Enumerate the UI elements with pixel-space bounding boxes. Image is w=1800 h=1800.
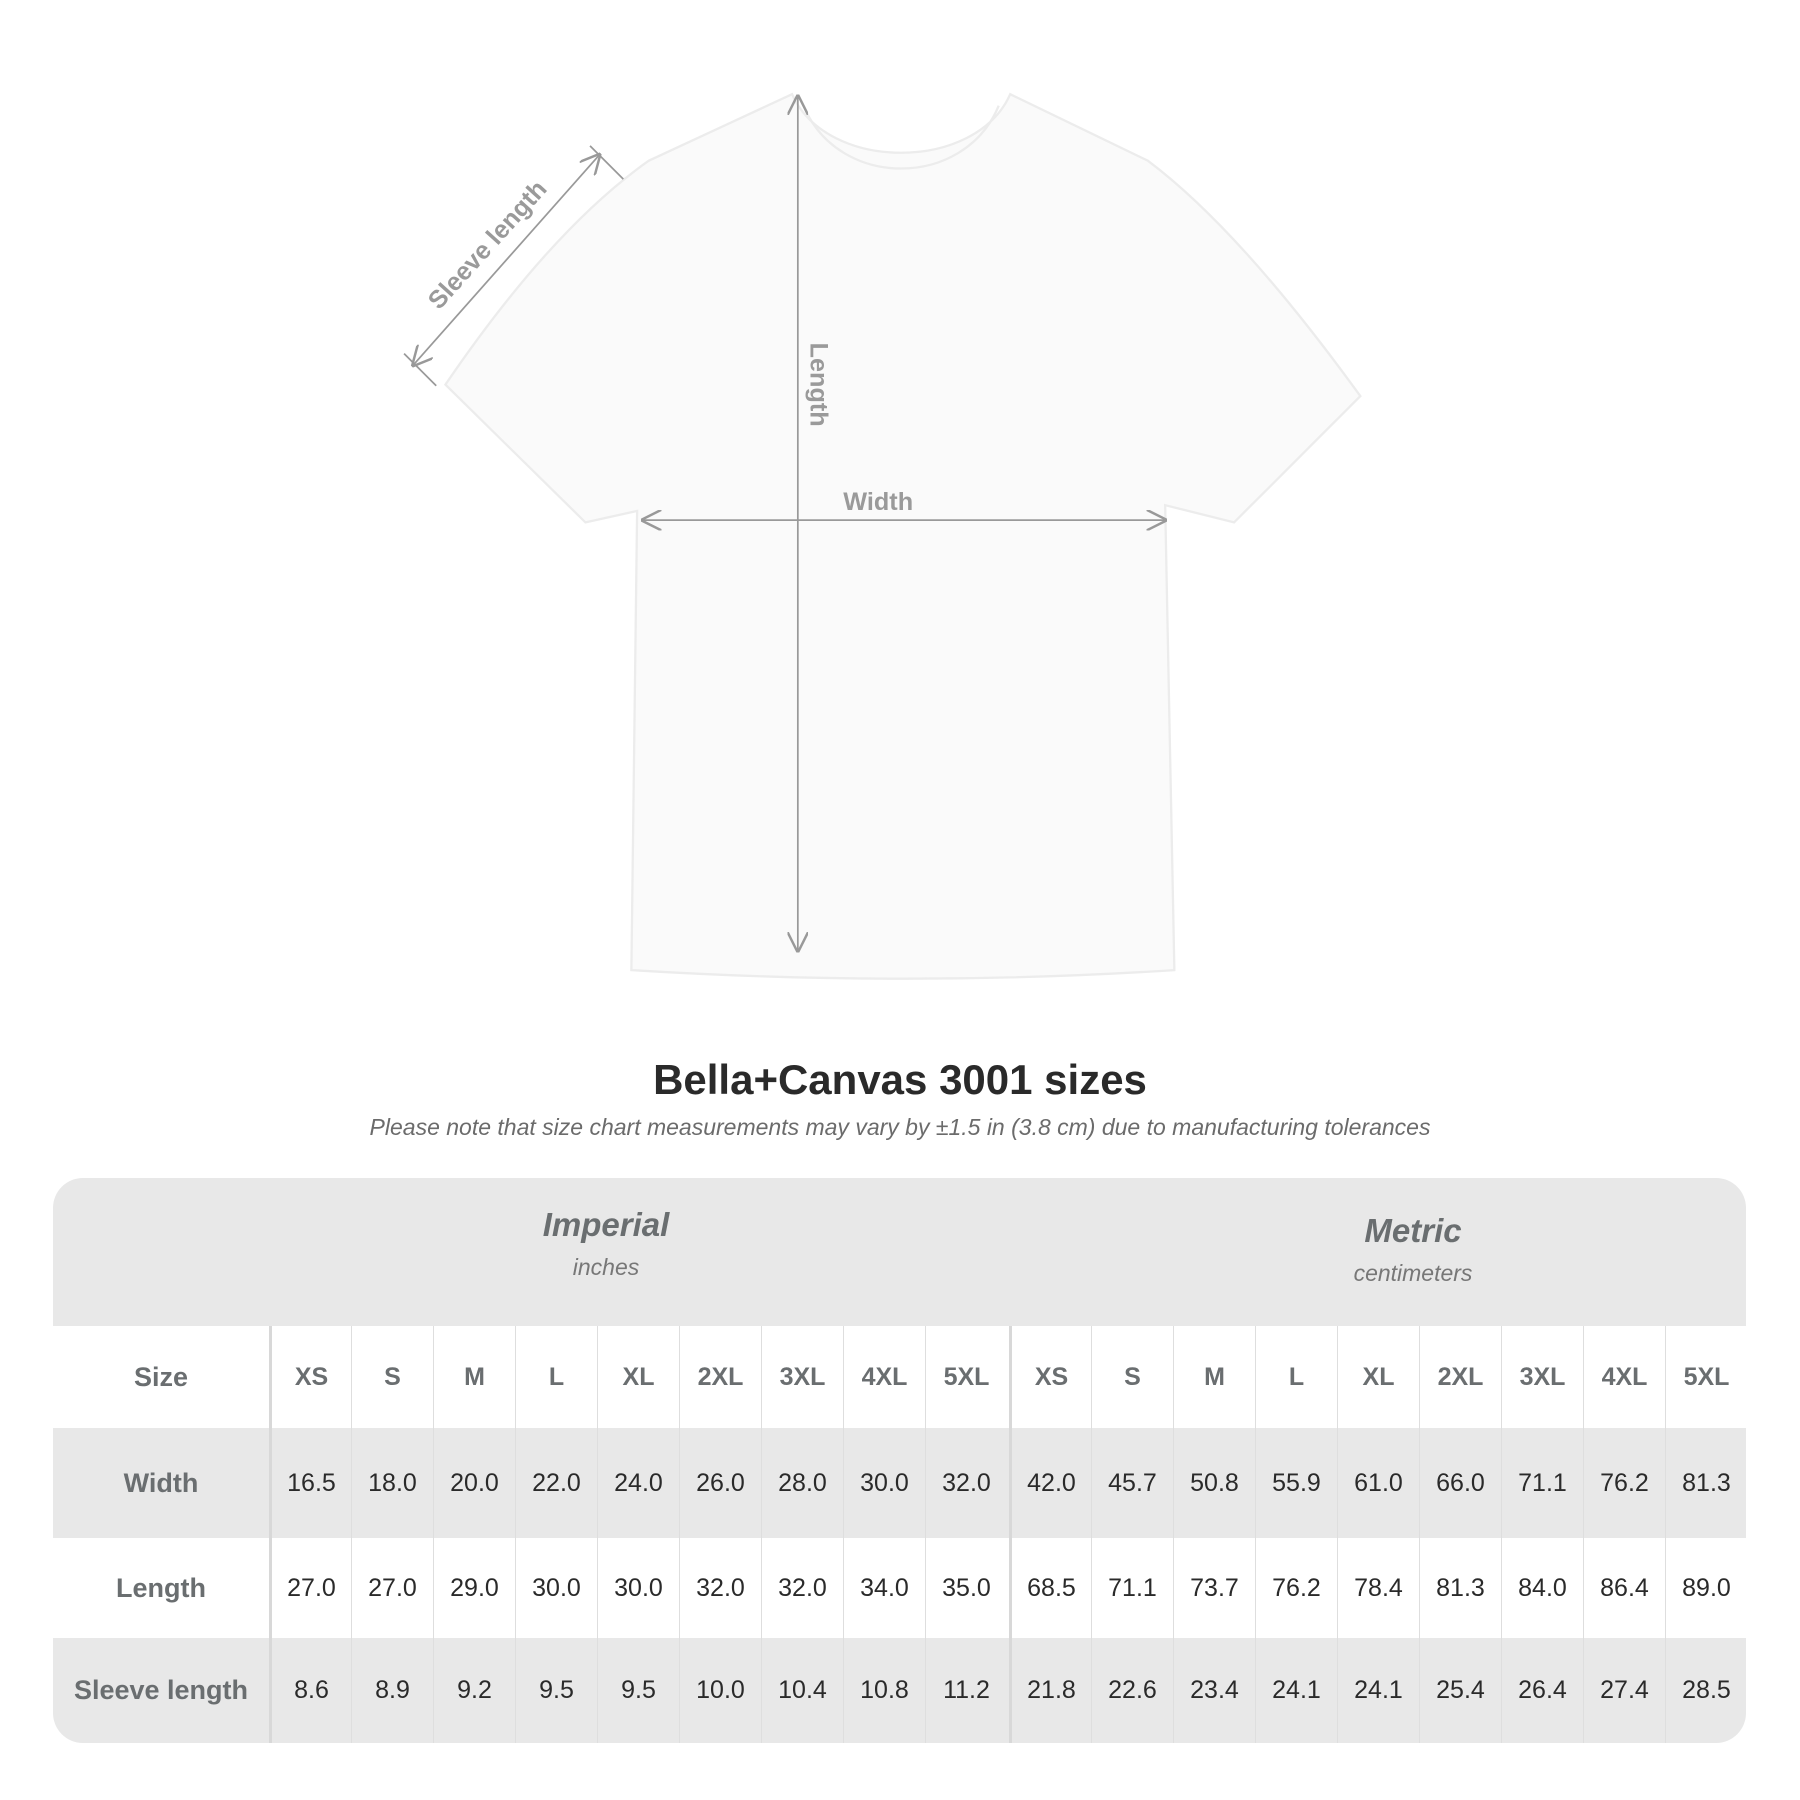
imperial-size-xl: XL — [597, 1326, 679, 1428]
metric-size-4xl: 4XL — [1583, 1326, 1665, 1428]
row-label: Width — [123, 1467, 199, 1498]
metric-value-cell: 26.4 — [1501, 1638, 1583, 1743]
imperial-value-cell: 18.0 — [351, 1428, 433, 1538]
metric-value-cell: 45.7 — [1091, 1428, 1173, 1538]
imperial-value-cell: 11.2 — [925, 1638, 1007, 1743]
width-label: Width — [843, 488, 913, 516]
imperial-size-xs: XS — [269, 1326, 351, 1428]
metric-value-cell: 84.0 — [1501, 1538, 1583, 1638]
imperial-value-cell: 20.0 — [433, 1428, 515, 1538]
metric-value-cell: 71.1 — [1501, 1428, 1583, 1538]
tshirt-diagram: Sleeve length Length Width — [403, 92, 1362, 980]
metric-value-cell: 42.0 — [1009, 1428, 1091, 1538]
imperial-value-cell: 8.6 — [269, 1638, 351, 1743]
imperial-value-cell: 26.0 — [679, 1428, 761, 1538]
metric-value-cell: 24.1 — [1337, 1638, 1419, 1743]
imperial-size-m: M — [433, 1326, 515, 1428]
metric-size-m: M — [1173, 1326, 1255, 1428]
imperial-value-cell: 32.0 — [679, 1538, 761, 1638]
imperial-value-cell: 10.4 — [761, 1638, 843, 1743]
size-table: Imperial inches Metric centimeters Size X… — [53, 1178, 1746, 1743]
metric-size-xs: XS — [1009, 1326, 1091, 1428]
imperial-value-cell: 28.0 — [761, 1428, 843, 1538]
metric-value-cell: 28.5 — [1665, 1638, 1746, 1743]
metric-value-cell: 71.1 — [1091, 1538, 1173, 1638]
metric-value-cell: 76.2 — [1255, 1538, 1337, 1638]
metric-size-xl: XL — [1337, 1326, 1419, 1428]
metric-value-cell: 86.4 — [1583, 1538, 1665, 1638]
imperial-value-cell: 34.0 — [843, 1538, 925, 1638]
chart-title: Bella+Canvas 3001 sizes — [653, 1056, 1147, 1103]
imperial-value-cell: 22.0 — [515, 1428, 597, 1538]
metric-value-cell: 78.4 — [1337, 1538, 1419, 1638]
imperial-value-cell: 8.9 — [351, 1638, 433, 1743]
imperial-size-3xl: 3XL — [761, 1326, 843, 1428]
metric-value-cell: 68.5 — [1009, 1538, 1091, 1638]
metric-title: Metric — [1364, 1212, 1462, 1249]
imperial-value-cell: 10.8 — [843, 1638, 925, 1743]
table-row: Width 16.5 18.0 20.0 22.0 24.0 26.0 28.0 30.0 32.… — [53, 1428, 1746, 1538]
metric-value-cell: 66.0 — [1419, 1428, 1501, 1538]
size-label: Size — [133, 1361, 189, 1392]
metric-unit: centimeters — [1353, 1260, 1473, 1286]
imperial-value-cell: 35.0 — [925, 1538, 1007, 1638]
imperial-value-cell: 9.5 — [515, 1638, 597, 1743]
metric-value-cell: 21.8 — [1009, 1638, 1091, 1743]
metric-value-cell: 24.1 — [1255, 1638, 1337, 1743]
imperial-size-s: S — [351, 1326, 433, 1428]
metric-value-cell: 76.2 — [1583, 1428, 1665, 1538]
imperial-value-cell: 30.0 — [597, 1538, 679, 1638]
metric-value-cell: 61.0 — [1337, 1428, 1419, 1538]
metric-value-cell: 23.4 — [1173, 1638, 1255, 1743]
imperial-size-4xl: 4XL — [843, 1326, 925, 1428]
table-row: Length 27.0 27.0 29.0 30.0 30.0 32.0 32.0 34.0 35… — [53, 1538, 1746, 1638]
imperial-size-5xl: 5XL — [925, 1326, 1007, 1428]
imperial-title: Imperial — [542, 1206, 670, 1243]
imperial-size-2xl: 2XL — [679, 1326, 761, 1428]
metric-value-cell: 55.9 — [1255, 1428, 1337, 1538]
metric-value-cell: 89.0 — [1665, 1538, 1746, 1638]
length-label: Length — [804, 343, 832, 427]
imperial-value-cell: 29.0 — [433, 1538, 515, 1638]
table-row: Sleeve length 8.6 8.9 9.2 9.5 9.5 10.0 10.4 10.8… — [53, 1638, 1746, 1743]
metric-value-cell: 73.7 — [1173, 1538, 1255, 1638]
sleeve-arrow — [413, 155, 599, 365]
imperial-value-cell: 27.0 — [269, 1538, 351, 1638]
imperial-header: Imperial inches — [306, 1206, 906, 1281]
metric-size-5xl: 5XL — [1665, 1326, 1746, 1428]
imperial-value-cell: 30.0 — [843, 1428, 925, 1538]
metric-value-cell: 50.8 — [1173, 1428, 1255, 1538]
metric-value-cell: 25.4 — [1419, 1638, 1501, 1743]
imperial-value-cell: 9.2 — [433, 1638, 515, 1743]
imperial-size-l: L — [515, 1326, 597, 1428]
row-label: Length — [116, 1572, 206, 1603]
imperial-value-cell: 24.0 — [597, 1428, 679, 1538]
imperial-unit: inches — [572, 1254, 640, 1280]
metric-value-cell: 22.6 — [1091, 1638, 1173, 1743]
metric-header: Metric centimeters — [1113, 1212, 1713, 1287]
imperial-value-cell: 16.5 — [269, 1428, 351, 1538]
metric-value-cell: 81.3 — [1665, 1428, 1746, 1538]
size-header-row: Size XS S M L XL 2XL 3XL 4XL 5XL XS S M L XL 2XL 3XL 4XL 5… — [53, 1326, 1746, 1428]
metric-value-cell: 27.4 — [1583, 1638, 1665, 1743]
imperial-value-cell: 32.0 — [761, 1538, 843, 1638]
tshirt-image — [443, 92, 1362, 980]
metric-size-3xl: 3XL — [1501, 1326, 1583, 1428]
metric-size-l: L — [1255, 1326, 1337, 1428]
row-label: Sleeve length — [73, 1675, 249, 1705]
metric-value-cell: 81.3 — [1419, 1538, 1501, 1638]
unit-header-band — [53, 1178, 1746, 1326]
imperial-value-cell: 10.0 — [679, 1638, 761, 1743]
metric-size-2xl: 2XL — [1419, 1326, 1501, 1428]
imperial-value-cell: 27.0 — [351, 1538, 433, 1638]
imperial-value-cell: 30.0 — [515, 1538, 597, 1638]
imperial-value-cell: 9.5 — [597, 1638, 679, 1743]
tolerance-note: Please note that size chart measurements… — [369, 1114, 1431, 1140]
imperial-value-cell: 32.0 — [925, 1428, 1007, 1538]
metric-size-s: S — [1091, 1326, 1173, 1428]
